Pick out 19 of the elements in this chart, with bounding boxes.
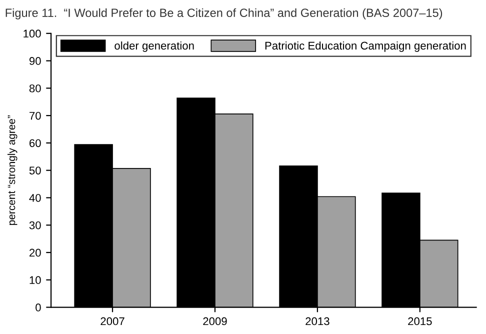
y-tick-label: 40: [29, 194, 41, 202]
y-tick-label: 100: [24, 30, 41, 38]
y-tick-label: 60: [30, 139, 41, 148]
y-axis-title: percent “strongly agree”: [8, 115, 18, 225]
x-tick-label: 2015: [408, 317, 432, 326]
chart-title: Figure 11. “I Would Prefer to Be a Citizen of China” and Generation (BAS 2007–15): [6, 8, 442, 20]
x-tick-label: 2007: [100, 317, 124, 326]
y-tick-label: 30: [29, 221, 41, 230]
y-tick-label: 80: [29, 84, 41, 92]
y-tick-label: 0: [36, 304, 41, 312]
y-tick-label: 10: [30, 276, 41, 284]
y-tick-label: 70: [30, 112, 41, 120]
y-tick-label: 90: [29, 57, 41, 65]
legend-label: older generation: [114, 41, 194, 52]
y-tick-label: 50: [29, 166, 41, 174]
x-tick-label: 2013: [306, 317, 330, 326]
y-tick-label: 20: [30, 248, 41, 257]
x-tick-label: 2009: [203, 317, 227, 326]
legend-label: Patriotic Education Campaign generation: [265, 41, 466, 52]
